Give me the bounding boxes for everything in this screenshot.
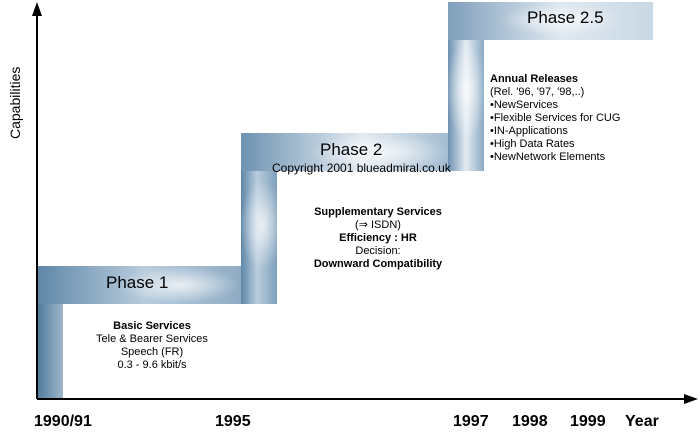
y-axis-arrow-icon — [32, 2, 42, 16]
x-tick-1999: 1999 — [570, 413, 606, 430]
phase1-description: Basic Services Tele & Bearer Services Sp… — [72, 320, 232, 372]
phase2-line-compatibility: Downward Compatibility — [313, 258, 443, 270]
y-axis-label: Capabilities — [7, 66, 23, 139]
phase1-step-band — [37, 266, 277, 399]
phase25-description: Annual Releases (Rel. '96, '97, '98,..) … — [490, 73, 620, 164]
phase25-subheading: (Rel. '96, '97, '98,..) — [490, 86, 585, 98]
x-axis-arrow-icon — [684, 394, 698, 404]
phase1-title: Phase 1 — [106, 273, 169, 292]
phase2-title: Phase 2 — [320, 140, 383, 159]
phase25-title: Phase 2.5 — [527, 8, 604, 27]
phase25-item: •Flexible Services for CUG — [490, 112, 621, 124]
phase1-line-basic-services: Basic Services — [113, 320, 191, 332]
phase2-line-isdn: (⇒ ISDN) — [355, 219, 401, 231]
axes — [32, 2, 698, 404]
x-tick-year: Year — [625, 413, 659, 430]
phase2-line-supplementary: Supplementary Services — [314, 206, 442, 218]
phase25-item: •IN-Applications — [490, 125, 568, 137]
x-tick-1990-91: 1990/91 — [34, 413, 92, 430]
phase1-line-tele-bearer: Tele & Bearer Services — [96, 333, 208, 345]
phase2-line-decision: Decision: — [355, 245, 401, 257]
phase25-heading: Annual Releases — [490, 73, 579, 85]
phase25-item: •High Data Rates — [490, 138, 575, 150]
x-tick-1997: 1997 — [453, 413, 489, 430]
phase25-step-band — [446, 2, 653, 171]
phase2-description: Supplementary Services (⇒ ISDN) Efficien… — [293, 206, 463, 271]
phase25-item: •NewNetwork Elements — [490, 151, 606, 163]
phase2-line-efficiency: Efficiency : HR — [339, 232, 417, 244]
phase1-line-speech: Speech (FR) — [120, 346, 184, 358]
phase1-line-data-rate: 0.3 - 9.6 kbit/s — [117, 359, 187, 371]
phase25-item: •NewServices — [490, 99, 559, 111]
phase2-step-band — [240, 133, 483, 304]
x-tick-1995: 1995 — [215, 413, 251, 430]
copyright-notice: Copyright 2001 blueadmiral.co.uk — [272, 161, 451, 175]
x-tick-1998: 1998 — [512, 413, 548, 430]
